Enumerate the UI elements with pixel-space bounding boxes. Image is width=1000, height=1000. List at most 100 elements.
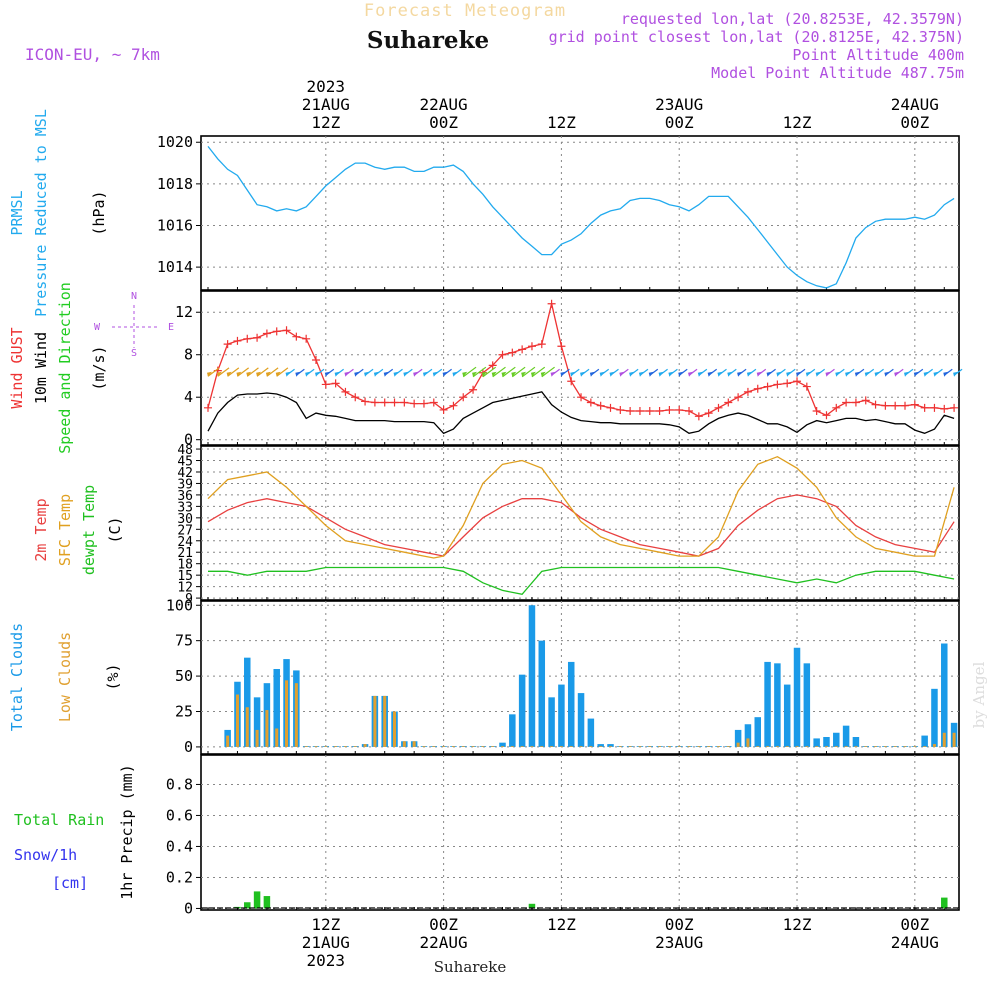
- panel-frame: [200, 445, 960, 601]
- total-cloud-bar: [783, 684, 791, 747]
- wind-arrowhead: [344, 371, 350, 377]
- gust-point: [930, 403, 939, 412]
- bottom-time-label: 00Z: [665, 915, 694, 934]
- top-time-label: 2023: [307, 77, 346, 96]
- total-cloud-bar: [244, 657, 251, 747]
- low-cloud-bar: [501, 746, 505, 747]
- panel-frame: [200, 290, 960, 446]
- wind-arrowhead: [874, 371, 880, 377]
- footer-location: Suhareke: [434, 958, 507, 976]
- low-cloud-bar: [923, 746, 927, 747]
- low-cloud-bar: [324, 746, 328, 747]
- low-cloud-bar: [481, 746, 485, 747]
- gust-point: [498, 350, 507, 359]
- wind-arrowhead: [727, 371, 733, 377]
- wind-arrowhead: [717, 371, 723, 377]
- gust-point: [233, 336, 242, 345]
- temp-sfc-title: SFC Temp: [56, 494, 74, 566]
- gust-point: [508, 348, 517, 357]
- wind-arrowhead: [953, 371, 959, 377]
- gust-point: [292, 332, 301, 341]
- rain-bar: [941, 897, 948, 909]
- low-cloud-bar: [412, 741, 416, 747]
- requested-coords: requested lon,lat (20.8253E, 42.3579N): [621, 10, 964, 28]
- low-cloud-bar: [756, 746, 760, 747]
- low-cloud-bar: [746, 738, 750, 747]
- wind-arrowhead: [854, 371, 860, 377]
- low-cloud-bar: [883, 746, 887, 747]
- low-cloud-bar: [520, 746, 524, 747]
- total-cloud-bar: [518, 674, 526, 747]
- low-cloud-bar: [540, 746, 544, 747]
- wind-arrowhead: [845, 371, 851, 377]
- total-cloud-bar: [921, 735, 928, 747]
- gust-point: [341, 387, 350, 396]
- wind-arrowhead: [403, 371, 409, 377]
- gust-point: [351, 393, 360, 402]
- low-cloud-bar: [854, 746, 858, 747]
- gust-point: [596, 401, 605, 410]
- gust-point: [302, 334, 311, 343]
- gust-point: [940, 404, 949, 413]
- y-tick-label: 45: [177, 455, 193, 470]
- low-cloud-bar: [618, 746, 622, 747]
- wind-arrowhead: [295, 371, 301, 377]
- gust-point: [272, 327, 281, 336]
- low-cloud-bar: [844, 746, 848, 747]
- low-cloud-bar: [952, 732, 956, 747]
- plot-layer: 1014101610181020048129121518212427303336…: [8, 77, 963, 970]
- temp-sfc-line: [207, 455, 955, 559]
- total-cloud-bar: [607, 744, 614, 747]
- wind-arrow: [266, 367, 279, 377]
- low-cloud-bar: [707, 746, 711, 747]
- total-cloud-bar: [577, 693, 585, 747]
- wind-units: (m/s): [90, 345, 108, 390]
- gust-point: [429, 398, 438, 407]
- panel-frame: [200, 600, 960, 755]
- low-cloud-bar: [471, 746, 475, 747]
- low-cloud-bar: [402, 741, 406, 747]
- bottom-time-label: 12Z: [547, 915, 576, 934]
- total-cloud-bar: [793, 647, 801, 747]
- low-cloud-bar: [569, 746, 573, 747]
- y-tick-label: 42: [177, 466, 193, 481]
- gust-point: [616, 405, 625, 414]
- gust-point: [419, 399, 428, 408]
- gust-point: [783, 379, 792, 388]
- total-cloud-bar: [273, 669, 280, 747]
- wind-arrowhead: [904, 371, 910, 377]
- gust-point: [802, 382, 811, 391]
- top-time-label: 12Z: [783, 113, 812, 132]
- wind-arrowhead: [864, 371, 870, 377]
- wind-arrowhead: [422, 371, 428, 377]
- wind-arrow: [531, 366, 546, 378]
- wind-arrowhead: [756, 371, 762, 377]
- low-cloud-bar: [245, 707, 249, 747]
- gust-point: [557, 342, 566, 351]
- y-tick-label: 0.8: [166, 775, 193, 793]
- y-tick-label: 48: [177, 443, 193, 458]
- wind-arrowhead: [894, 371, 900, 377]
- low-cloud-bar: [393, 711, 397, 747]
- page-title: Suhareke: [367, 27, 489, 54]
- gust-point: [891, 401, 900, 410]
- low-cloud-bar: [275, 728, 279, 747]
- wind-arrowhead: [226, 371, 232, 377]
- y-tick-label: 18: [177, 558, 193, 573]
- clouds-units: (%): [104, 663, 122, 690]
- wind-arrowhead: [305, 371, 311, 377]
- gust-point: [390, 398, 399, 407]
- top-time-label: 23AUG: [655, 95, 703, 114]
- total-cloud-bar: [931, 688, 938, 747]
- gust-point: [675, 405, 684, 414]
- wind-arrow: [541, 366, 555, 378]
- model-label: ICON-EU, ~ 7km: [25, 45, 160, 64]
- gridpoint-coords: grid point closest lon,lat (20.8125E, 42…: [549, 28, 964, 46]
- wind-arrowhead: [599, 371, 605, 377]
- gust-point: [950, 403, 959, 412]
- wind-arrowhead: [825, 371, 831, 377]
- compass-e: E: [168, 322, 174, 333]
- wind-arrow: [227, 367, 240, 377]
- low-cloud-bar: [687, 746, 691, 747]
- low-cloud-bar: [795, 746, 799, 747]
